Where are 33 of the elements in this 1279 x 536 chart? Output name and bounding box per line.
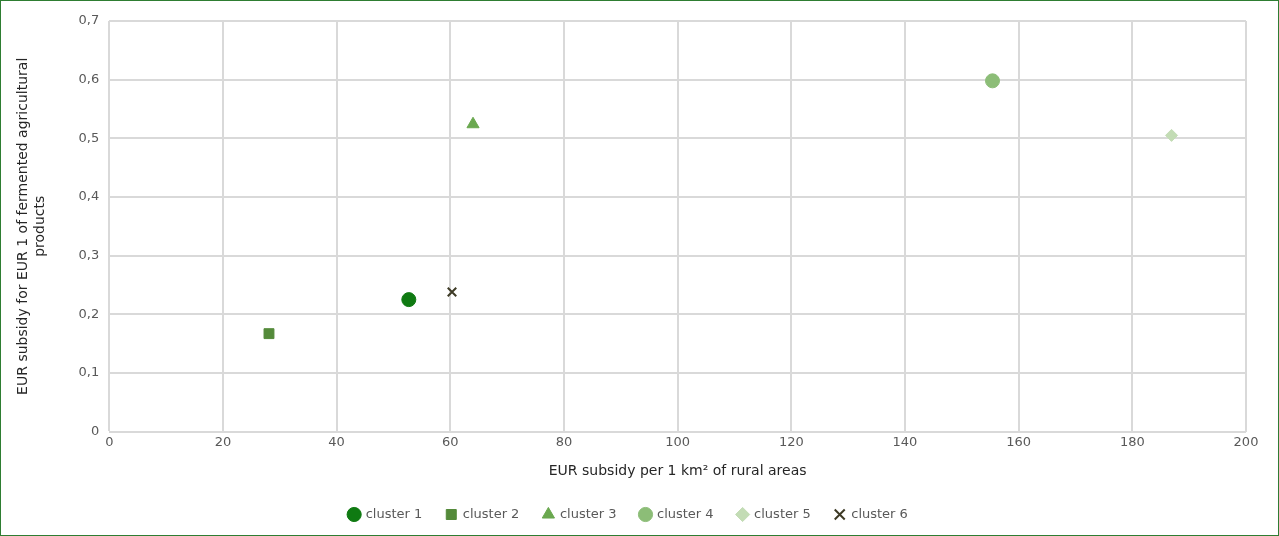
x-tick-label: 20 [214, 433, 232, 449]
point [1165, 128, 1179, 142]
point [985, 73, 1001, 89]
x-tick-label: 40 [328, 433, 345, 449]
x-tick-label: 0 [105, 433, 114, 449]
y-tick-label: 0,4 [78, 188, 100, 204]
legend-label: cluster 2 [462, 505, 520, 521]
y-tick-label: 0,5 [78, 129, 100, 145]
x-tick-label: 80 [555, 433, 573, 449]
y-tick-label: 0,2 [78, 305, 100, 321]
point [446, 286, 458, 298]
y-axis-title: EUR subsidy for EUR 1 of fermented agricultural products [14, 57, 47, 395]
x-tick-label: 140 [892, 433, 918, 449]
point [401, 292, 417, 308]
x-tick-label: 100 [665, 433, 691, 449]
legend-label: cluster 3 [559, 505, 617, 521]
point [466, 116, 480, 129]
x-tick-label: 160 [1006, 433, 1032, 449]
x-axis-title: EUR subsidy per 1 km² of rural areas [548, 462, 807, 479]
y-tick-label: 0,3 [78, 247, 100, 262]
y-tick-label: 0,1 [78, 364, 100, 380]
x-tick-label: 200 [1233, 433, 1259, 449]
y-tick-label: 0 [90, 422, 100, 438]
legend-label: cluster 4 [657, 505, 714, 521]
point [263, 328, 275, 340]
legend-label: cluster 5 [754, 505, 811, 521]
x-tick-label: 60 [442, 433, 459, 449]
legend-label: cluster 1 [365, 505, 423, 521]
y-tick-label: 0,7 [78, 12, 100, 28]
x-tick-label: 120 [778, 433, 804, 449]
x-tick-label: 180 [1119, 433, 1145, 449]
legend-label: cluster 6 [851, 505, 908, 521]
y-tick-label: 0,6 [78, 71, 100, 87]
